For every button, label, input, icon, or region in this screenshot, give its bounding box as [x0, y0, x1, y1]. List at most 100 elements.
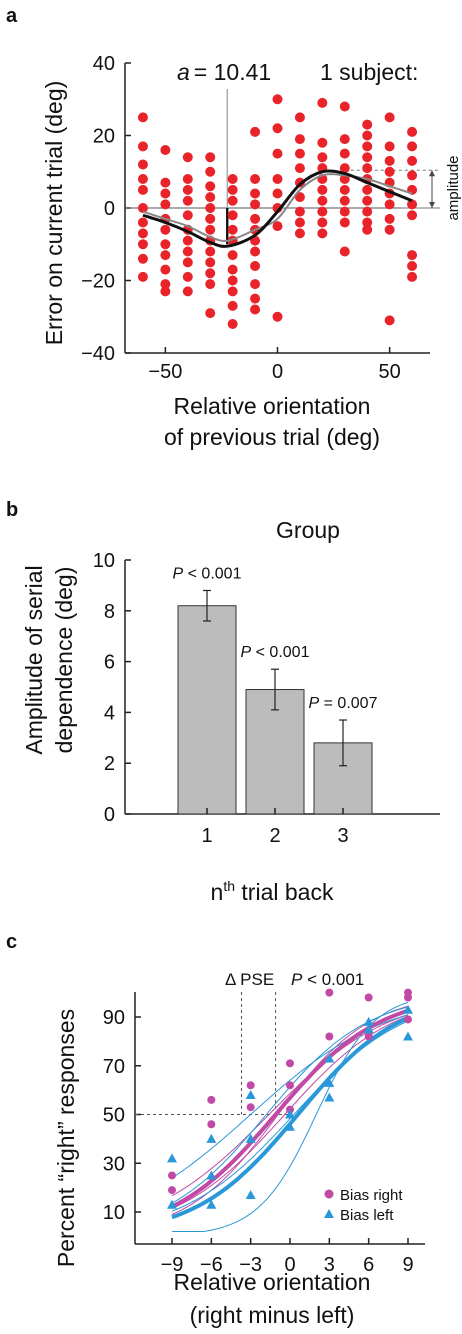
- bias-left-point: [324, 1092, 335, 1102]
- panel-c-xtick-label: −3: [239, 1254, 262, 1276]
- panel-a-data-point: [407, 155, 418, 166]
- panel-a-ylabel: Error on current trial (deg): [41, 81, 67, 346]
- panel-a-data-point: [362, 141, 373, 152]
- panel-a-data-point: [339, 148, 350, 159]
- panel-a-data-point: [362, 184, 373, 195]
- panel-a-data-point: [160, 250, 171, 261]
- panel-a-data-point: [407, 199, 418, 210]
- panel-a-data-point: [272, 174, 283, 184]
- panel-a-xtick-label: −50: [148, 361, 182, 383]
- panel-b-xlabel: nth trial back: [211, 878, 334, 905]
- panel-a-running-mean-line: [142, 173, 413, 242]
- legend-bias-right-label: Bias right: [340, 1187, 403, 1204]
- panel-a-xlabel-2: of previous trial (deg): [164, 424, 380, 450]
- panel-a-data-point: [407, 170, 418, 181]
- panel-a-data-point: [317, 195, 328, 206]
- bias-right-point: [404, 993, 412, 1002]
- bias-left-point: [245, 1090, 256, 1099]
- panel-a-data-point: [339, 184, 350, 195]
- panel-a-data-point: [137, 271, 148, 282]
- panel-a-data-point: [182, 174, 193, 184]
- panel-a-data-point: [317, 137, 328, 148]
- panel-a-data-point: [294, 217, 305, 228]
- panel-a-data-point: [362, 224, 373, 235]
- panel-a-data-point: [272, 123, 283, 134]
- panel-b-ytick-label: 10: [93, 550, 115, 572]
- bias-right-point: [168, 1186, 176, 1195]
- panel-a-data-point: [227, 264, 238, 275]
- panel-a-data-point: [160, 239, 171, 250]
- panel-a-data-point: [317, 184, 328, 195]
- legend-bias-left-label: Bias left: [340, 1207, 394, 1224]
- panel-a-data-point: [137, 239, 148, 250]
- panel-a-data-point: [182, 246, 193, 257]
- panel-a-data-point: [250, 126, 261, 137]
- panel-c-xtick-label: 6: [363, 1254, 374, 1276]
- panel-b-ytick-label: 2: [104, 753, 115, 775]
- panel-a-data-point: [384, 224, 395, 235]
- panel-a-data-point: [182, 271, 193, 282]
- panel-a-data-point: [227, 319, 238, 329]
- panel-a-data-point: [317, 217, 328, 228]
- panel-a-data-point: [205, 166, 216, 177]
- amplitude-arrow-top: [429, 170, 435, 177]
- panel-a-data-point: [227, 210, 238, 221]
- bias-left-point: [206, 1199, 217, 1209]
- panel-b-title: Group: [276, 517, 340, 543]
- panel-a-data-point: [137, 253, 148, 264]
- panel-b-ylabel-2: dependence (deg): [51, 567, 77, 754]
- panel-a-data-point: [272, 148, 283, 159]
- panel-a-data-point: [317, 152, 328, 163]
- panel-b-ytick-label: 8: [104, 601, 115, 623]
- panel-c-xtick-label: 3: [324, 1254, 335, 1276]
- panel-a-data-point: [160, 286, 171, 297]
- panel-a-ytick-label: −40: [81, 343, 115, 365]
- bias-left-point: [167, 1199, 177, 1209]
- panel-a-data-point: [407, 141, 418, 152]
- panel-a-data-point: [407, 271, 418, 282]
- bias-right-point: [286, 1081, 294, 1090]
- panel-a-fit-curve: [142, 169, 413, 248]
- panel-a-data-point: [160, 188, 171, 199]
- panel-a-data-point: [362, 163, 373, 174]
- panel-a-data-point: [339, 206, 350, 217]
- panel-a-data-point: [250, 293, 261, 304]
- panel-b-xtick-label: 2: [269, 825, 280, 847]
- panel-a-data-point: [339, 195, 350, 206]
- bias-left-point: [245, 1189, 256, 1199]
- panel-a-xtick-label: 0: [272, 361, 283, 383]
- panel-a-xtick-label: 50: [379, 361, 401, 383]
- bias-left-point: [363, 1016, 374, 1026]
- panel-c-ytick-label: 10: [103, 1202, 125, 1224]
- panel-c-xtick-label: −6: [200, 1254, 223, 1276]
- panel-a-data-point: [384, 213, 395, 224]
- panel-c-xtick-label: 0: [284, 1254, 295, 1276]
- panel-a-data-point: [182, 195, 193, 206]
- panel-a-data-point: [182, 184, 193, 195]
- panel-a-data-point: [294, 206, 305, 217]
- bias-left-point: [403, 1031, 413, 1041]
- panel-c-xlabel-1: Relative orientation: [174, 1269, 371, 1295]
- panel-a-data-point: [205, 181, 216, 192]
- p-value-label-2: P < 0.001: [241, 644, 310, 661]
- bias-right-point: [246, 1081, 255, 1090]
- panel-a-data-point: [182, 210, 193, 221]
- p-value-label-1: P < 0.001: [173, 565, 242, 582]
- panel-a-data-point: [160, 177, 171, 188]
- panel-a-data-point: [137, 159, 148, 170]
- panel-a-data-point: [294, 112, 305, 123]
- panel-a-data-point: [407, 250, 418, 261]
- panel-a-data-point: [227, 184, 238, 195]
- panel-b-xtick-label: 3: [337, 825, 348, 847]
- panel-a-data-point: [205, 224, 216, 235]
- bias-right-point: [404, 1015, 412, 1024]
- panel-a-ytick-label: 20: [93, 126, 115, 148]
- panel-c-ytick-label: 30: [103, 1153, 125, 1175]
- bias-left-point: [285, 1109, 295, 1119]
- panel-a-data-point: [250, 246, 261, 257]
- panel-a-data-point: [205, 203, 216, 213]
- bar-1: [177, 605, 237, 815]
- panel-a-data-point: [160, 199, 171, 210]
- panel-a-data-point: [182, 152, 193, 163]
- bias-left-point: [285, 1121, 295, 1131]
